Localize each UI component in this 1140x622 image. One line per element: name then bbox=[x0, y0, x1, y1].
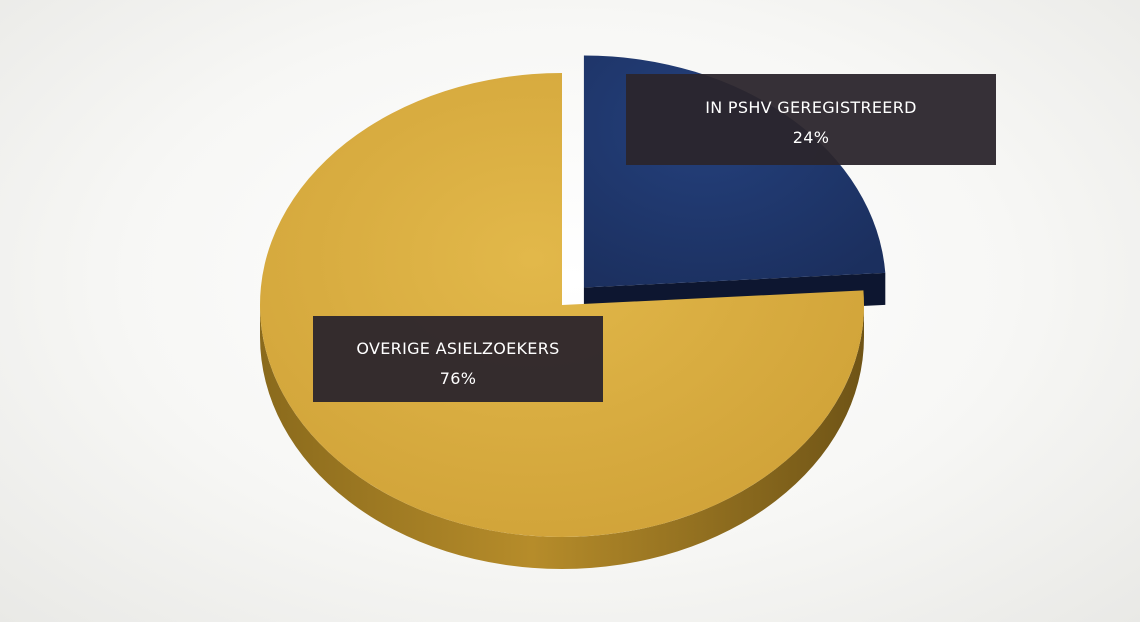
label-box-in-pshv-bg bbox=[626, 74, 996, 165]
slice-label-in-pshv: IN PSHV GEREGISTREERD bbox=[705, 98, 917, 117]
slice-overige bbox=[260, 73, 864, 538]
label-box-overige: OVERIGE ASIELZOEKERS 76% bbox=[313, 316, 603, 402]
slice-value-overige: 76% bbox=[440, 369, 476, 388]
label-box-in-pshv: IN PSHV GEREGISTREERD 24% bbox=[626, 74, 996, 165]
label-box-overige-bg bbox=[313, 316, 603, 402]
slice-label-overige: OVERIGE ASIELZOEKERS bbox=[356, 339, 559, 358]
slice-value-in-pshv: 24% bbox=[793, 128, 829, 147]
